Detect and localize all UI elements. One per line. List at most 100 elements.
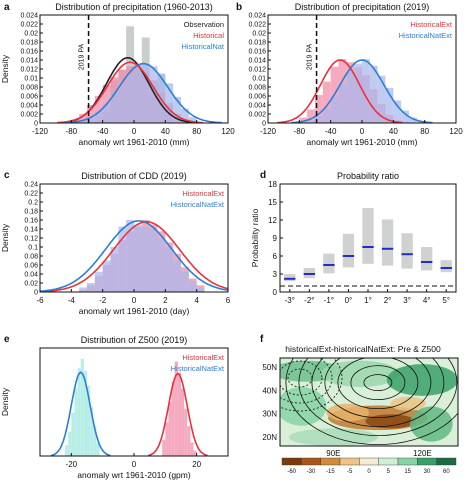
histogram-bar <box>307 120 315 123</box>
y-tick-label: 0.004 <box>20 103 38 110</box>
y-tick-label: 0.014 <box>248 58 266 65</box>
z500-contour <box>350 365 406 401</box>
y-tick-label: 0.014 <box>20 58 38 65</box>
histogram-bars <box>299 59 425 123</box>
panel-letter: b <box>236 2 242 13</box>
y-tick-label: 0.08 <box>24 254 38 261</box>
colorbar-tick-label: -15 <box>326 469 335 475</box>
density-curve <box>291 59 433 124</box>
x-tick-label: 80 <box>192 127 201 136</box>
histogram-bar <box>141 226 150 292</box>
y-tick-label: 0.024 <box>20 13 38 20</box>
x-tick-label: 120 <box>221 127 235 136</box>
density-curve <box>57 61 203 124</box>
histogram-bar <box>68 431 72 456</box>
x-tick-label: 0° <box>345 296 353 305</box>
histogram-bar <box>196 287 205 292</box>
histogram-bar <box>181 271 189 292</box>
histogram-bar <box>79 287 87 292</box>
x-tick-label: -6 <box>36 296 44 305</box>
y-tick-label: 0.006 <box>20 94 38 101</box>
x-tick-label: -2 <box>99 296 107 305</box>
x-axis-label: anomaly wrt 1961-2010 (mm) <box>78 137 189 147</box>
x-tick-label: -80 <box>66 127 78 136</box>
legend: Observation Historical HistoricalNat <box>181 20 224 51</box>
histogram-bar <box>102 260 111 292</box>
histogram-bar <box>118 82 127 123</box>
y-tick-label: 9 <box>273 234 278 243</box>
lat-label: 30N <box>262 410 277 419</box>
histogram-bar <box>157 238 166 292</box>
x-tick-label: 3° <box>403 296 411 305</box>
y-tick-label: 0.016 <box>20 49 38 56</box>
y-tick-label: 0.2 <box>28 200 38 207</box>
histogram-bar <box>110 247 119 292</box>
histogram-bar <box>299 117 308 123</box>
y-tick-label: 0.04 <box>24 272 38 279</box>
histogram-bar <box>79 120 87 123</box>
density-curve <box>50 371 111 457</box>
z500-contour <box>311 358 445 428</box>
colorbar-swatch <box>397 457 418 466</box>
histogram-bar <box>174 361 178 456</box>
colorbar-tick-label: -5 <box>347 469 353 475</box>
z500-contour <box>298 358 458 437</box>
y-tick-label: 0.008 <box>20 85 38 92</box>
panel-title: Distribution of Z500 (2019) <box>81 335 188 345</box>
histogram-bar <box>416 121 425 123</box>
colorbar-swatch <box>339 457 360 466</box>
y-tick-label: 0 <box>34 290 38 297</box>
histogram-bar <box>187 426 191 456</box>
histogram-bar <box>188 280 197 292</box>
y-tick-label: 0.012 <box>248 67 266 74</box>
x-axis-label: anomaly wrt 1961-2010 (gpm) <box>77 470 191 480</box>
histogram-bar <box>87 283 95 292</box>
x-tick-label: -4 <box>68 296 76 305</box>
histogram-bar <box>369 65 378 123</box>
histogram-bar <box>188 117 197 123</box>
legend-entry: HistoricalNatExt <box>171 200 225 209</box>
histogram-bar <box>149 66 158 123</box>
histogram-bar <box>149 229 158 292</box>
panel-title: Distribution of CDD (2019) <box>81 171 187 181</box>
panel-letter: c <box>4 170 10 181</box>
histogram-bar <box>96 442 100 456</box>
panel-letter: e <box>4 334 10 345</box>
y-tick-label: 18 <box>268 180 277 189</box>
z500-contour <box>337 358 419 410</box>
histogram-bar <box>87 385 91 456</box>
panel-title: historicalExt-historicalNatExt: Pre & Z5… <box>285 344 441 354</box>
y-tick-label: 12 <box>268 216 277 225</box>
histogram-bar <box>110 92 119 123</box>
density-curve <box>147 372 208 457</box>
histogram-bar <box>93 426 97 456</box>
ratio-range-box <box>342 233 355 268</box>
z500-contour-dashed <box>280 360 323 396</box>
map-field <box>280 358 458 446</box>
panel-title: Distribution of precipitation (2019) <box>295 2 430 12</box>
colorbar-swatch <box>417 457 437 466</box>
y-tick-label: 0.1 <box>28 245 38 252</box>
y-tick-label: 0.022 <box>20 22 38 29</box>
histogram-bar <box>94 271 103 292</box>
y-tick-label: 0.02 <box>24 31 38 38</box>
histogram-bar <box>307 109 315 123</box>
lon-label: 90E <box>326 449 340 458</box>
y-tick-label: 0.06 <box>24 263 38 270</box>
z500-contour-dashed <box>287 368 313 388</box>
histogram-bar <box>181 108 189 123</box>
x-tick-label: 0 <box>132 127 137 136</box>
histogram-bar <box>322 108 331 123</box>
x-tick-label: 0 <box>132 296 137 305</box>
x-tick-label: 20 <box>192 460 201 469</box>
histogram-bar <box>346 72 355 123</box>
x-tick-label: 80 <box>420 127 429 136</box>
histogram-bar <box>94 111 103 123</box>
y-axis-label: Probability ratio <box>250 208 260 267</box>
legend-entry: HistoricalNatExt <box>171 364 225 373</box>
precip-anomaly-patch <box>386 364 458 396</box>
histogram-bar <box>118 226 127 292</box>
y-tick-label: 0.02 <box>252 31 266 38</box>
histogram-bar <box>165 422 169 456</box>
